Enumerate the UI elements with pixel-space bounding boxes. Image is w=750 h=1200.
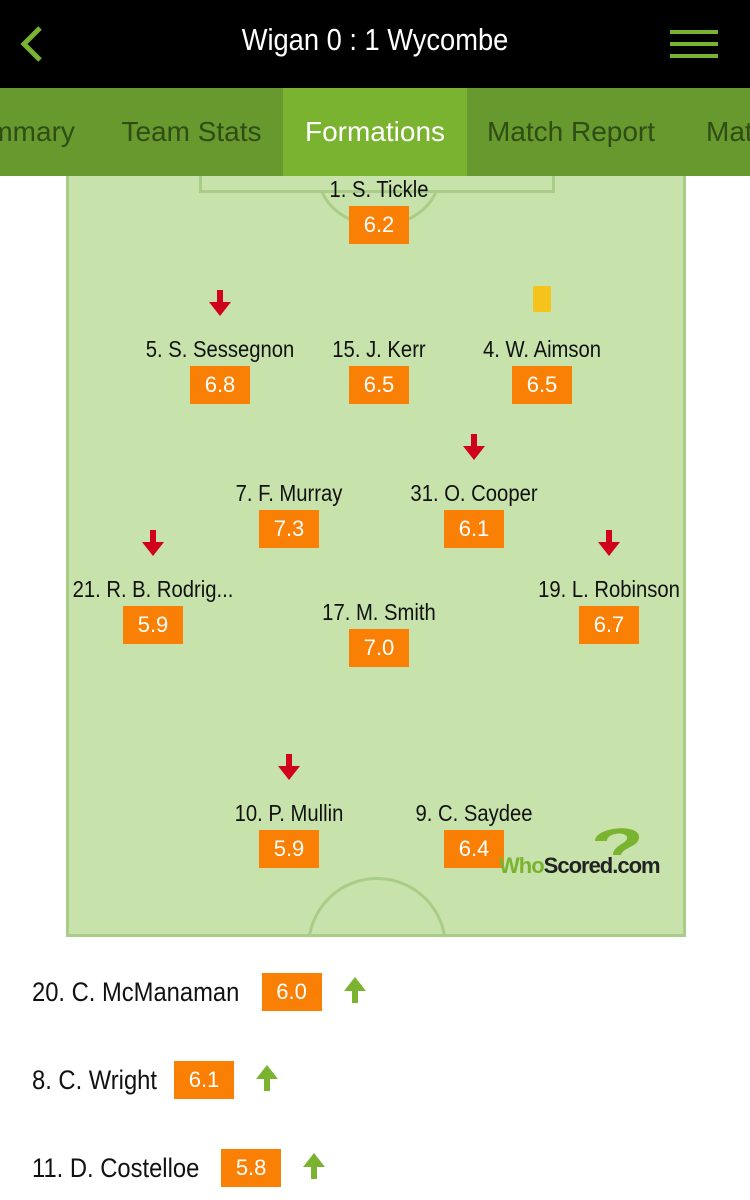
- header: Wigan 0 : 1 Wycombe: [0, 0, 750, 88]
- player-name: 20. C. McManaman: [32, 976, 240, 1007]
- player-marker[interactable]: 5. S. Sessegnon 6.8: [120, 336, 320, 404]
- player-rating: 6.5: [512, 366, 572, 404]
- player-name: 7. F. Murray: [235, 480, 343, 506]
- player-name: 5. S. Sessegnon: [145, 336, 295, 362]
- substitute-row[interactable]: 11. D. Costelloe 5.8: [32, 1148, 326, 1188]
- whoscored-logo: WhoScored.com: [499, 828, 661, 879]
- player-rating: 6.0: [261, 973, 322, 1011]
- yellow-card-icon: [533, 286, 551, 312]
- player-marker[interactable]: 31. O. Cooper 6.1: [374, 480, 574, 548]
- tab-team-stats[interactable]: Team Stats: [121, 116, 262, 147]
- player-name: 11. D. Costelloe: [32, 1152, 200, 1183]
- player-name: 8. C. Wright: [32, 1064, 158, 1095]
- player-rating: 6.2: [349, 206, 409, 244]
- player-name: 19. L. Robinson: [538, 576, 680, 602]
- tab-match-report[interactable]: Match Report: [486, 116, 656, 147]
- sub-on-arrow-icon: [256, 1064, 279, 1096]
- player-name: 15. J. Kerr: [332, 336, 426, 362]
- player-marker[interactable]: 1. S. Tickle 6.2: [279, 176, 479, 244]
- player-rating: 6.8: [190, 366, 250, 404]
- player-name: 17. M. Smith: [322, 599, 436, 625]
- sub-on-arrow-icon: [303, 1152, 326, 1184]
- player-name: 4. W. Aimson: [482, 336, 602, 362]
- player-name: 10. P. Mullin: [234, 800, 344, 826]
- player-rating: 6.1: [174, 1061, 235, 1099]
- player-rating: 6.1: [444, 510, 504, 548]
- sub-off-arrow-icon: [142, 530, 164, 556]
- player-marker[interactable]: 21. R. B. Rodrig... 5.9: [69, 576, 253, 644]
- player-name: 1. S. Tickle: [329, 176, 429, 202]
- player-marker[interactable]: 10. P. Mullin 5.9: [189, 800, 389, 868]
- player-rating: 6.5: [349, 366, 409, 404]
- player-rating: 5.9: [259, 830, 319, 868]
- player-marker[interactable]: 4. W. Aimson 6.5: [442, 336, 642, 404]
- page-title: Wigan 0 : 1 Wycombe: [241, 22, 509, 57]
- player-marker[interactable]: 15. J. Kerr 6.5: [279, 336, 479, 404]
- player-marker[interactable]: 9. C. Saydee 6.4: [374, 800, 574, 868]
- tab-bar: Summary Team Stats Formations Match Repo…: [0, 88, 750, 176]
- player-rating: 7.0: [349, 629, 409, 667]
- tab-formations[interactable]: Formations: [283, 88, 467, 176]
- player-name: 21. R. B. Rodrig...: [72, 576, 234, 602]
- player-rating: 5.8: [221, 1149, 282, 1187]
- tab-match[interactable]: Match: [706, 116, 750, 147]
- substitute-row[interactable]: 8. C. Wright 6.1: [32, 1060, 279, 1100]
- player-rating: 5.9: [123, 606, 183, 644]
- player-name: 9. C. Saydee: [415, 800, 533, 826]
- sub-on-arrow-icon: [343, 976, 366, 1008]
- tab-summary[interactable]: Summary: [0, 116, 75, 147]
- sub-off-arrow-icon: [278, 754, 300, 780]
- substitute-row[interactable]: 20. C. McManaman 6.0: [32, 972, 366, 1012]
- player-marker[interactable]: 17. M. Smith 7.0: [279, 599, 479, 667]
- sub-off-arrow-icon: [463, 434, 485, 460]
- player-marker[interactable]: 7. F. Murray 7.3: [189, 480, 389, 548]
- chevron-left-icon[interactable]: [14, 24, 54, 64]
- sub-off-arrow-icon: [598, 530, 620, 556]
- center-circle: [307, 877, 447, 934]
- player-name: 31. O. Cooper: [410, 480, 538, 506]
- hamburger-menu-icon[interactable]: [670, 30, 718, 58]
- player-marker[interactable]: 19. L. Robinson 6.7: [509, 576, 683, 644]
- player-rating: 7.3: [259, 510, 319, 548]
- formation-pitch: 1. S. Tickle 6.2 5. S. Sessegnon 6.8 15. J. …: [66, 150, 686, 937]
- sub-off-arrow-icon: [209, 290, 231, 316]
- player-rating: 6.4: [444, 830, 504, 868]
- player-rating: 6.7: [579, 606, 639, 644]
